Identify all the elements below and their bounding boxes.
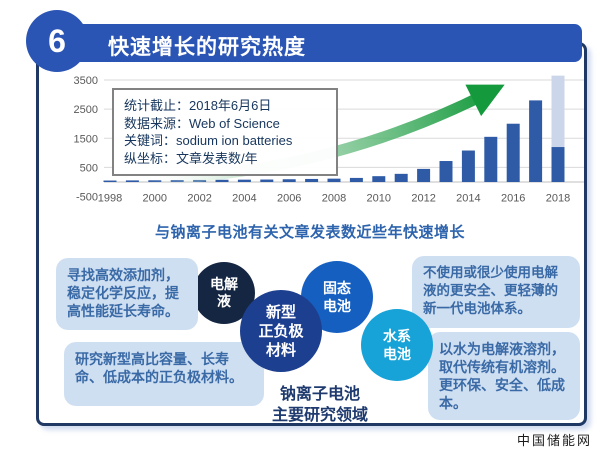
section-number: 6	[48, 22, 66, 59]
bar	[439, 161, 453, 182]
bar	[237, 179, 251, 182]
x-tick-label: 2004	[232, 193, 256, 205]
bar	[282, 179, 296, 182]
watermark: 中国储能网	[516, 433, 592, 448]
x-tick-label: 2002	[187, 193, 211, 205]
info-line-yaxis: 纵坐标：文章发表数/年	[124, 150, 258, 166]
x-tick-label: 2014	[456, 193, 480, 205]
bar	[484, 136, 498, 182]
chart-caption: 与钠离子电池有关文章发表数近些年快速增长	[154, 224, 465, 241]
circle-electrolyte: 电解 液	[193, 262, 255, 324]
bar	[417, 168, 431, 182]
bar	[327, 178, 341, 182]
bar	[529, 100, 543, 182]
x-tick-label: 2016	[501, 193, 525, 205]
x-tick-label: 2018	[546, 193, 570, 205]
y-tick-label: 1500	[74, 133, 98, 145]
info-line-keyword: 关键词：sodium ion batteries	[124, 133, 293, 148]
projected-bar-segment	[551, 75, 565, 148]
header-bar	[36, 24, 582, 62]
info-line-cutoff: 统计截止：2018年6月6日	[124, 98, 272, 113]
x-tick-label: 1998	[98, 193, 122, 205]
research-fields-label: 钠离子电池 主要研究领域	[271, 386, 368, 424]
y-tick-label: -500	[76, 192, 98, 204]
circle-electrode-materials: 新型 正负极 材料	[240, 290, 322, 372]
bar	[125, 180, 139, 182]
x-tick-label: 2000	[143, 193, 167, 205]
y-tick-label: 2500	[74, 104, 98, 116]
bar	[103, 180, 117, 182]
bar	[349, 177, 363, 182]
bar	[260, 179, 274, 182]
note-aqueous: 以水为电解液溶剂，取代传统有机溶剂。更环保、安全、低成本。	[428, 332, 580, 420]
bar	[305, 178, 319, 182]
circle-aqueous-battery: 水系 电池	[361, 309, 433, 381]
bar	[372, 176, 386, 182]
bars-layer: 3500 2500 1500 500 -500 1998 2000 2002 2004 2006 2…	[74, 75, 584, 205]
y-tick-label: 3500	[74, 75, 98, 87]
note-electrolyte: 寻找高效添加剂，稳定化学反应，提高性能延长寿命。	[56, 258, 198, 330]
chart-info-box: 统计截止：2018年6月6日 数据来源：Web of Science 关键词：s…	[112, 88, 338, 176]
x-tick-label: 2012	[411, 193, 435, 205]
page-title: 快速增长的研究热度	[108, 36, 306, 59]
bar	[506, 123, 520, 182]
bar	[461, 150, 475, 182]
y-tick-label: 500	[80, 162, 98, 174]
info-line-source: 数据来源：Web of Science	[124, 115, 280, 131]
bar	[551, 147, 565, 182]
note-solid-state: 不使用或很少使用电解液的更安全、更轻薄的新一代电池体系。	[412, 256, 580, 328]
x-tick-label: 2008	[322, 193, 346, 205]
note-electrode-materials: 研究新型高比容量、长寿命、低成本的正负极材料。	[64, 342, 264, 406]
section-number-badge: 6	[26, 10, 88, 72]
bar	[215, 179, 229, 182]
x-tick-label: 2006	[277, 193, 301, 205]
x-tick-label: 2010	[367, 193, 391, 205]
bar	[394, 173, 408, 182]
